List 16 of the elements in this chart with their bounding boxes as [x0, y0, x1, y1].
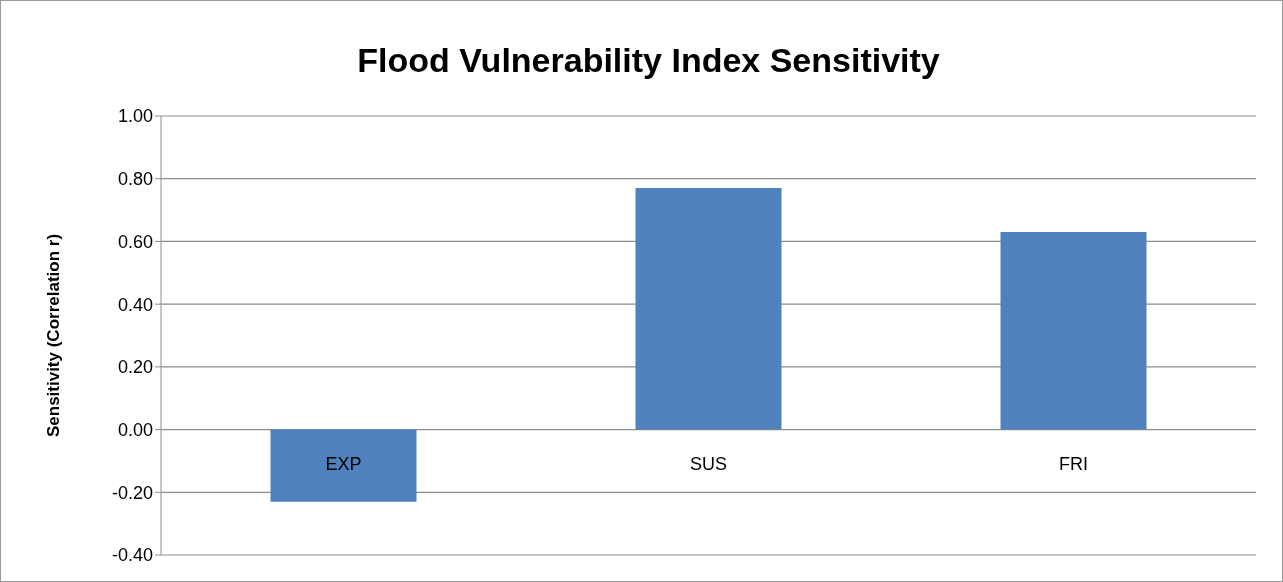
x-tick-label: FRI — [1059, 453, 1088, 474]
y-axis-title: Sensitivity (Correlation r) — [44, 233, 64, 438]
y-tick-label: 0.20 — [117, 357, 153, 378]
y-tick-label: 1.00 — [117, 106, 153, 127]
x-tick-label: EXP — [325, 453, 362, 474]
y-tick-label: 0.60 — [117, 231, 153, 252]
bar — [270, 429, 417, 502]
y-tick-label: 0.80 — [117, 169, 153, 190]
y-tick-label: -0.40 — [111, 545, 153, 566]
y-tick-label: 0.40 — [117, 294, 153, 315]
chart-title: Flood Vulnerability Index Sensitivity — [356, 39, 941, 81]
y-tick-label: -0.20 — [111, 482, 153, 503]
bar — [1000, 232, 1147, 430]
y-tick-label: 0.00 — [117, 419, 153, 440]
bar — [635, 188, 782, 430]
x-tick-label: SUS — [689, 453, 728, 474]
